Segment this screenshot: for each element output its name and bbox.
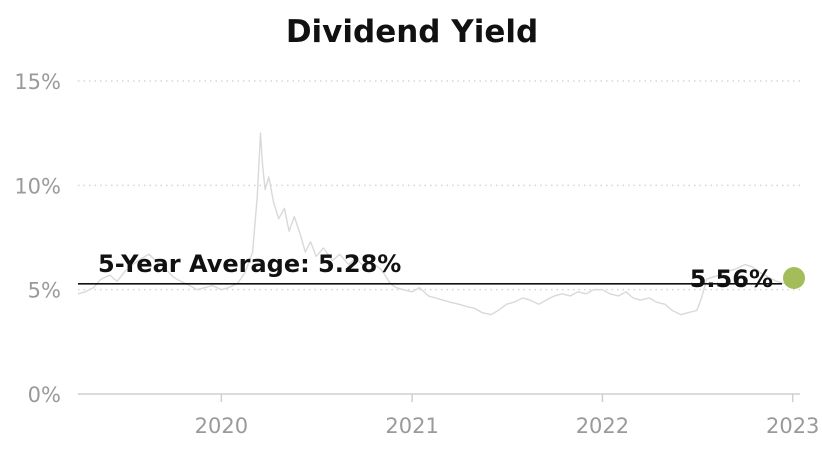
x-axis-ticks: 2020 2021 2022 2023 <box>195 394 819 438</box>
x-tick-label: 2021 <box>385 414 438 438</box>
x-tick-label: 2023 <box>766 414 819 438</box>
x-tick-label: 2020 <box>195 414 248 438</box>
current-value-point[interactable] <box>783 266 805 289</box>
y-tick-label: 5% <box>28 279 61 303</box>
average-label: 5-Year Average: 5.28% <box>98 250 401 278</box>
x-tick-label: 2022 <box>576 414 629 438</box>
y-tick-label: 10% <box>14 174 61 198</box>
current-value-label: 5.56% <box>690 265 773 293</box>
chart-title: Dividend Yield <box>286 14 538 50</box>
series-line-dividend-yield <box>77 132 801 316</box>
y-axis-ticks: 0% 5% 10% 15% <box>14 70 61 407</box>
y-tick-label: 0% <box>28 383 61 407</box>
y-tick-label: 15% <box>14 70 61 94</box>
